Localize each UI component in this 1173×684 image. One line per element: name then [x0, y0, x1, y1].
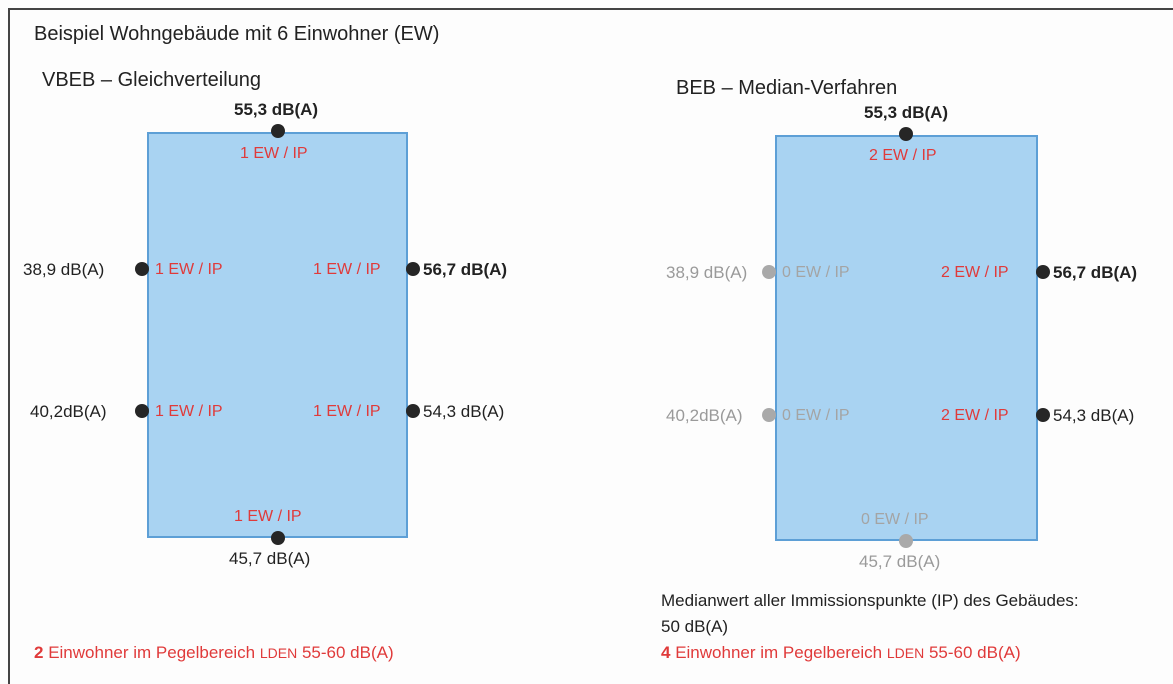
- right-summary: 4 Einwohner im Pegelbereich LDEN 55-60 d…: [661, 644, 1021, 661]
- left-lower-left-ew: 1 EW / IP: [155, 403, 223, 420]
- right-bottom-level: 45,7 dB(A): [859, 552, 941, 571]
- diagram-title: Beispiel Wohngebäude mit 6 Einwohner (EW…: [34, 23, 440, 45]
- left-upper-left-ew: 1 EW / IP: [155, 261, 223, 278]
- left-summary: 2 Einwohner im Pegelbereich LDEN 55-60 d…: [34, 644, 394, 661]
- right-upper-left-level: 38,9 dB(A): [666, 263, 748, 282]
- median-note-line2: 50 dB(A): [661, 617, 729, 636]
- left-upper-right-ew: 1 EW / IP: [313, 261, 381, 278]
- left-lower-right-point: [406, 404, 420, 418]
- left-lower-right-level: 54,3 dB(A): [423, 402, 505, 421]
- right-upper-right-ew: 2 EW / IP: [941, 264, 1009, 281]
- left-summary-text: Einwohner im Pegelbereich: [43, 643, 260, 662]
- left-building: [147, 132, 408, 538]
- right-upper-left-point: [762, 265, 776, 279]
- right-summary-text: Einwohner im Pegelbereich: [670, 643, 887, 662]
- right-bottom-ew: 0 EW / IP: [861, 511, 929, 528]
- right-lower-left-point: [762, 408, 776, 422]
- right-upper-left-ew: 0 EW / IP: [782, 264, 850, 281]
- right-lower-left-ew: 0 EW / IP: [782, 407, 850, 424]
- left-upper-left-point: [135, 262, 149, 276]
- left-upper-left-level: 38,9 dB(A): [23, 260, 105, 279]
- left-bottom-ew: 1 EW / IP: [234, 508, 302, 525]
- left-lower-right-ew: 1 EW / IP: [313, 403, 381, 420]
- right-upper-right-point: [1036, 265, 1050, 279]
- right-upper-right-level: 56,7 dB(A): [1053, 263, 1138, 282]
- frame-border: [8, 8, 1173, 684]
- left-top-point: [271, 124, 285, 138]
- left-bottom-point: [271, 531, 285, 545]
- left-top-level: 55,3 dB(A): [234, 100, 319, 119]
- left-summary-lden: LDEN: [259, 645, 298, 661]
- right-building: [775, 135, 1038, 541]
- right-bottom-point: [899, 534, 913, 548]
- right-lower-left-level: 40,2dB(A): [666, 406, 743, 425]
- left-upper-right-point: [406, 262, 420, 276]
- left-lower-left-level: 40,2dB(A): [30, 402, 107, 421]
- right-lower-right-ew: 2 EW / IP: [941, 407, 1009, 424]
- right-summary-lden: LDEN: [886, 645, 925, 661]
- right-top-point: [899, 127, 913, 141]
- left-top-ew: 1 EW / IP: [240, 145, 308, 162]
- left-upper-right-level: 56,7 dB(A): [423, 260, 508, 279]
- right-heading: BEB – Median-Verfahren: [676, 77, 898, 99]
- right-summary-range: 55-60 dB(A): [924, 643, 1021, 662]
- left-lower-left-point: [135, 404, 149, 418]
- left-summary-range: 55-60 dB(A): [297, 643, 394, 662]
- left-heading: VBEB – Gleichverteilung: [42, 69, 262, 91]
- right-lower-right-level: 54,3 dB(A): [1053, 406, 1135, 425]
- median-note-line1: Medianwert aller Immissionspunkte (IP) d…: [661, 591, 1079, 610]
- right-top-ew: 2 EW / IP: [869, 147, 937, 164]
- right-top-level: 55,3 dB(A): [864, 103, 949, 122]
- right-summary-count: 4: [661, 643, 671, 662]
- right-lower-right-point: [1036, 408, 1050, 422]
- left-bottom-level: 45,7 dB(A): [229, 549, 311, 568]
- left-summary-count: 2: [34, 643, 44, 662]
